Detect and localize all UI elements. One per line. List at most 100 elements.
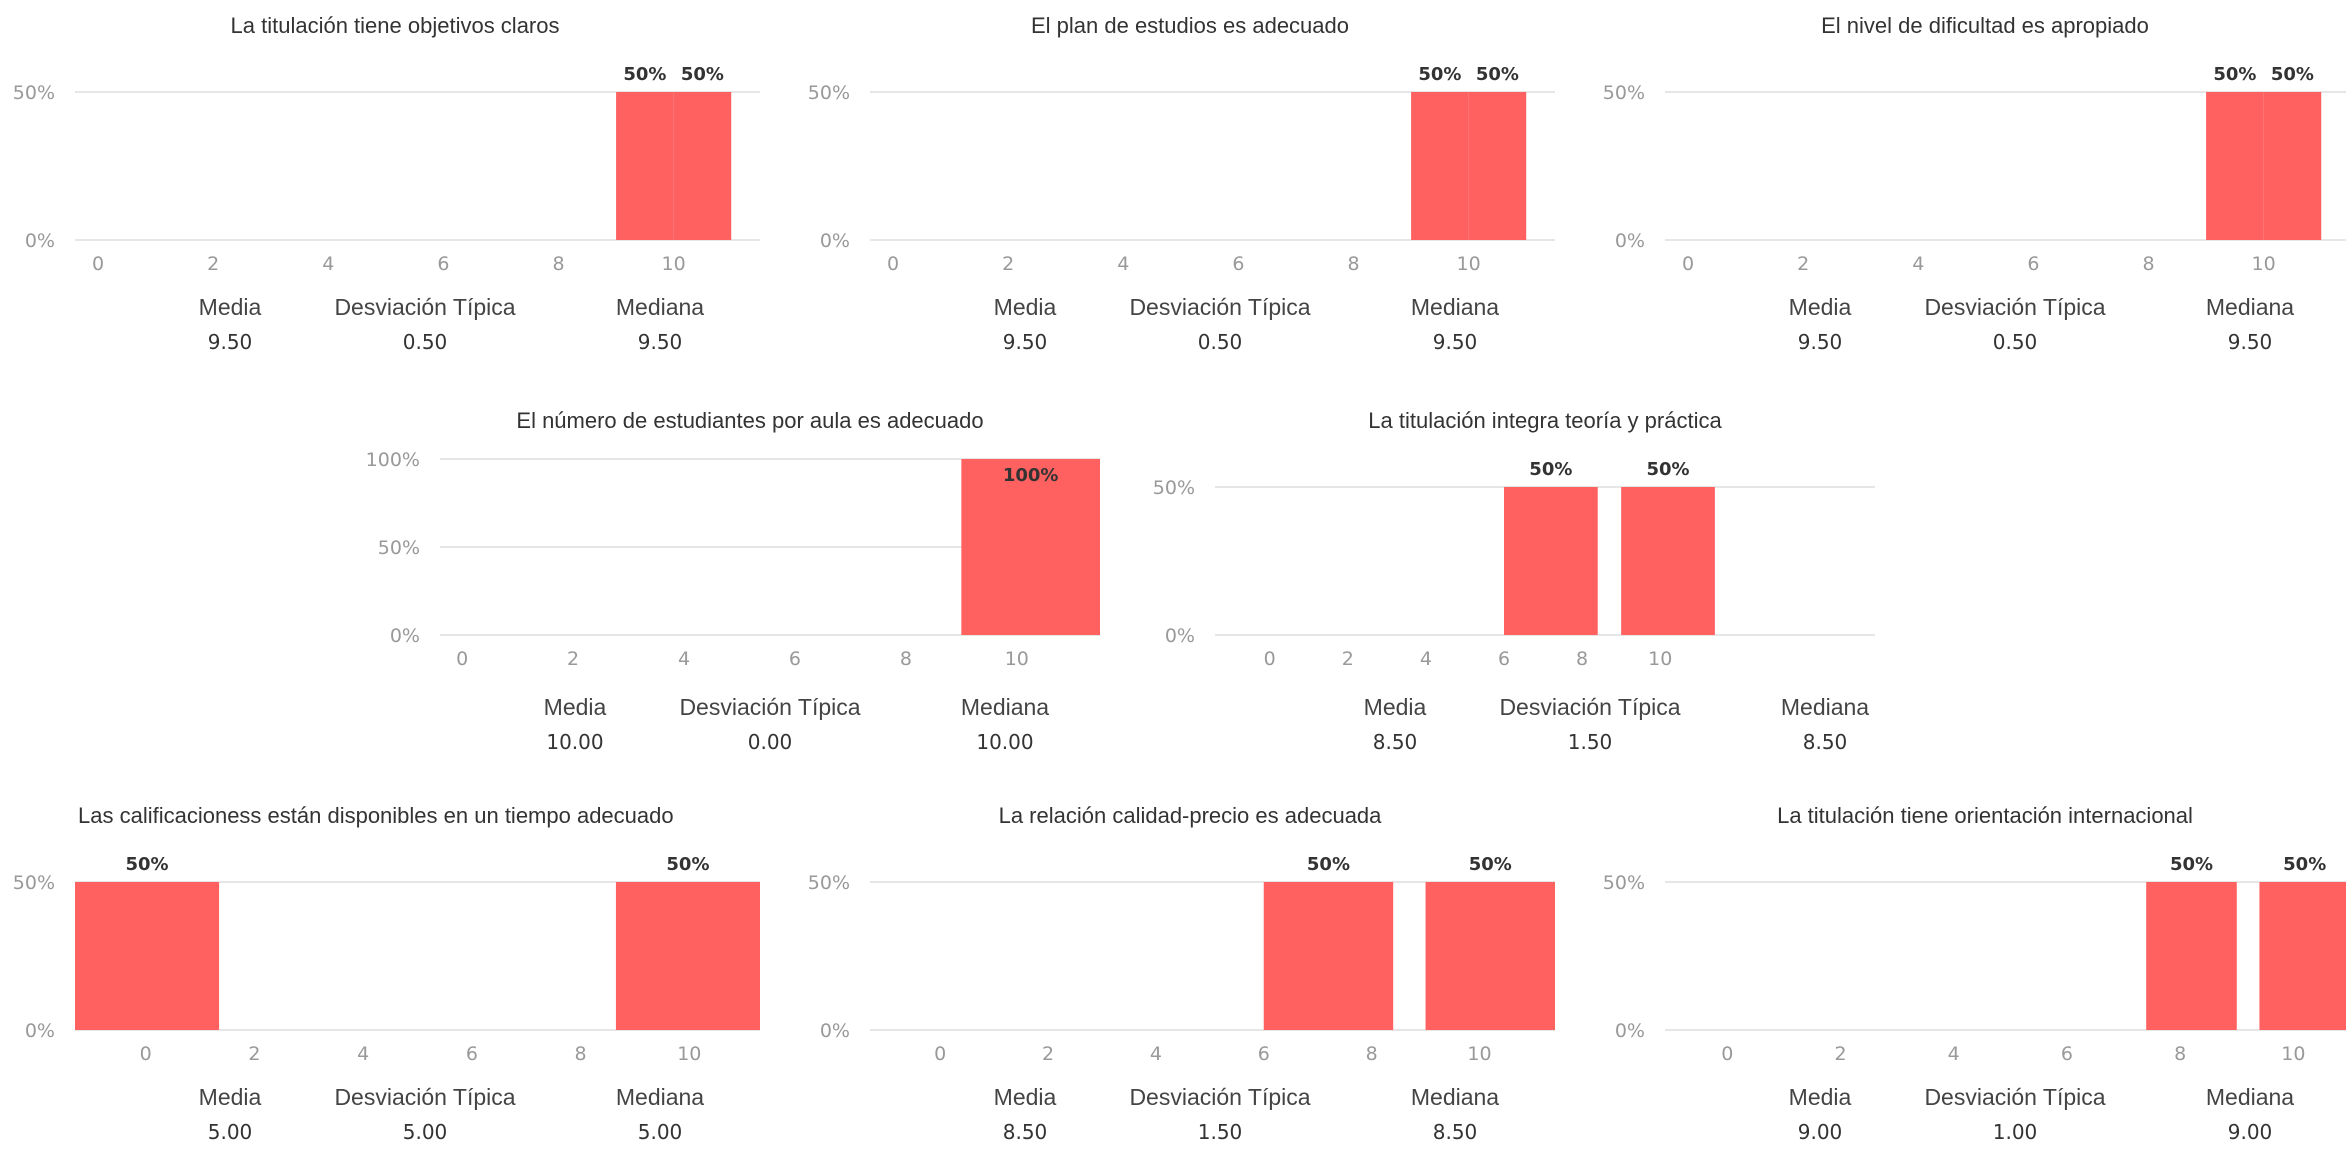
stat-mean: Media 5.00 — [120, 1080, 340, 1150]
chart-plot: 0% 50% 50% 50% 0 2 4 6 8 10 — [13, 854, 760, 1065]
stat-value: 9.00 — [1797, 1120, 1843, 1144]
x-tick-label: 2 — [1797, 253, 1809, 275]
x-tick-label: 0 — [1682, 253, 1694, 275]
bar — [1621, 487, 1715, 635]
x-tick-label: 2 — [567, 648, 579, 670]
stat-median: Mediana 5.00 — [550, 1080, 770, 1150]
y-tick-label: 50% — [808, 82, 850, 104]
y-tick-label: 50% — [13, 872, 55, 894]
stat-label: Media — [993, 1084, 1057, 1110]
y-tick-label: 0% — [820, 230, 850, 252]
x-tick-label: 4 — [1150, 1043, 1162, 1065]
stat-label: Mediana — [1410, 294, 1500, 320]
chart-plot: 0% 50% 50% 50% 0 2 4 6 8 10 — [1603, 854, 2346, 1065]
bar — [1503, 487, 1598, 635]
bar — [1468, 92, 1527, 240]
x-tick-label: 6 — [437, 253, 449, 275]
y-tick-label: 0% — [1165, 625, 1195, 647]
bar-label: 50% — [2283, 854, 2326, 875]
stat-median: Mediana 8.50 — [1715, 690, 1935, 760]
stat-label: Desviación Típica — [1924, 1084, 2106, 1110]
chart-panel: Las calificacioness están disponibles en… — [0, 790, 790, 1155]
bar-label: 50% — [2213, 64, 2256, 85]
x-tick-label: 2 — [1002, 253, 1014, 275]
chart-title: El nivel de dificultad es apropiado — [1821, 13, 2149, 38]
y-tick-label: 50% — [1603, 872, 1645, 894]
stat-value: 8.50 — [1372, 730, 1418, 754]
stat-value: 10.00 — [976, 730, 1034, 754]
y-tick-label: 0% — [1615, 1020, 1645, 1042]
stat-label: Media — [1788, 1084, 1852, 1110]
stat-value: 9.50 — [637, 330, 683, 354]
stat-value: 5.00 — [402, 1120, 448, 1144]
stat-median: Mediana 9.50 — [1345, 290, 1565, 360]
chart-panel: La relación calidad-precio es adecuada 0%… — [795, 790, 1585, 1155]
stat-label: Media — [543, 694, 607, 720]
y-tick-label: 0% — [820, 1020, 850, 1042]
stats-row: Media 9.50 Desviación Típica 0.50 Mediana 9.5… — [120, 290, 780, 370]
stats-row: Media 10.00 Desviación Típica 0.00 Mediana 10… — [465, 690, 1125, 770]
chart-title: El número de estudiantes por aula es ade… — [516, 408, 984, 433]
stat-std: Desviación Típica 0.00 — [660, 690, 880, 760]
stat-label: Mediana — [960, 694, 1050, 720]
stat-std: Desviación Típica 0.50 — [1110, 290, 1330, 360]
bar-label: 50% — [1307, 854, 1350, 875]
x-tick-label: 10 — [1467, 1043, 1491, 1065]
chart-title: La titulación tiene objetivos claros — [230, 13, 560, 38]
bar — [1425, 882, 1555, 1030]
stat-median: Mediana 9.50 — [550, 290, 770, 360]
stat-label: Mediana — [615, 1084, 705, 1110]
y-tick-label: 0% — [25, 230, 55, 252]
bar — [616, 92, 674, 240]
x-tick-label: 6 — [1232, 253, 1244, 275]
stat-value: 0.00 — [747, 730, 793, 754]
x-tick-label: 10 — [2281, 1043, 2305, 1065]
chart-title: El plan de estudios es adecuado — [1030, 13, 1349, 38]
x-tick-label: 6 — [1498, 648, 1510, 670]
stat-median: Mediana 8.50 — [1345, 1080, 1565, 1150]
bar — [1411, 92, 1469, 240]
y-tick-label: 50% — [808, 872, 850, 894]
x-tick-label: 10 — [677, 1043, 701, 1065]
stats-row: Media 9.50 Desviación Típica 0.50 Mediana 9.5… — [1710, 290, 2346, 370]
chart-title: Las calificacioness están disponibles en… — [78, 803, 674, 828]
stat-label: Desviación Típica — [1924, 294, 2106, 320]
stat-value: 5.00 — [207, 1120, 253, 1144]
chart-title: La titulación tiene orientación internac… — [1777, 803, 2193, 828]
y-tick-label: 50% — [1603, 82, 1645, 104]
bar — [75, 882, 220, 1030]
stat-std: Desviación Típica 1.50 — [1110, 1080, 1330, 1150]
y-tick-label: 0% — [25, 1020, 55, 1042]
stat-value: 0.50 — [402, 330, 448, 354]
bar-label: 50% — [1646, 459, 1689, 480]
chart-plot: 0% 50% 50% 50% 0 2 4 6 8 10 — [13, 64, 760, 275]
stat-std: Desviación Típica 0.50 — [1905, 290, 2125, 360]
stat-label: Mediana — [2205, 1084, 2295, 1110]
stat-mean: Media 9.50 — [915, 290, 1135, 360]
bar-label: 50% — [1529, 459, 1572, 480]
bar — [2146, 882, 2237, 1030]
stats-row: Media 8.50 Desviación Típica 1.50 Mediana 8.5… — [1285, 690, 1945, 770]
x-tick-label: 8 — [552, 253, 564, 275]
x-tick-label: 2 — [1042, 1043, 1054, 1065]
chart-panel: La titulación tiene objetivos claros 0% 50… — [0, 0, 790, 380]
x-tick-label: 4 — [1912, 253, 1924, 275]
stat-label: Desviación Típica — [1129, 294, 1311, 320]
stat-value: 5.00 — [637, 1120, 683, 1144]
y-tick-label: 50% — [1153, 477, 1195, 499]
stat-std: Desviación Típica 0.50 — [315, 290, 535, 360]
chart-plot: 0% 50% 50% 50% 0 2 4 6 8 10 — [808, 64, 1555, 275]
x-tick-label: 6 — [1258, 1043, 1270, 1065]
stat-label: Mediana — [1780, 694, 1870, 720]
x-tick-label: 4 — [1948, 1043, 1960, 1065]
bar — [2263, 92, 2322, 240]
stat-label: Desviación Típica — [334, 1084, 516, 1110]
bar-label: 50% — [1476, 64, 1519, 85]
chart-panel: La titulación tiene orientación internac… — [1590, 790, 2346, 1155]
bar-label: 50% — [125, 854, 168, 875]
stats-row: Media 5.00 Desviación Típica 5.00 Mediana 5.0… — [120, 1080, 780, 1155]
stat-label: Mediana — [2205, 294, 2295, 320]
stat-label: Media — [1788, 294, 1852, 320]
stat-value: 1.00 — [1992, 1120, 2038, 1144]
x-tick-label: 8 — [575, 1043, 587, 1065]
